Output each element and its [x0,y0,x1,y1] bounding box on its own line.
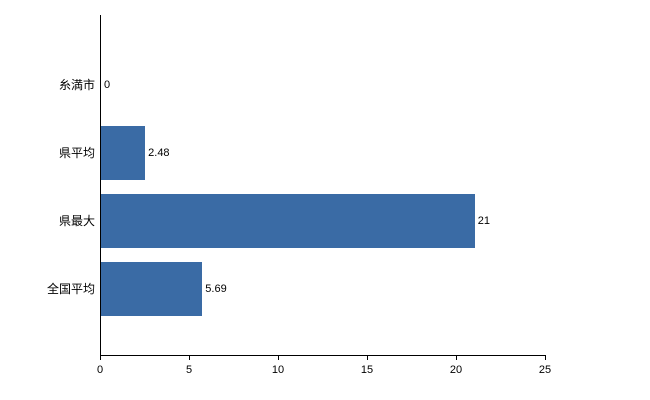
value-label-0: 0 [104,79,111,91]
category-label-2: 県最大 [58,214,95,228]
x-tick-label-0: 0 [96,364,104,376]
category-label-1: 県平均 [58,146,95,160]
value-label-1: 2.48 [148,147,170,159]
x-tick-label-5: 25 [538,364,552,376]
category-label-3: 全国平均 [46,282,95,296]
x-tick-mark-3 [367,356,368,360]
x-axis-line [100,355,546,356]
value-label-2: 21 [477,215,491,227]
bar-2 [101,194,475,248]
x-tick-mark-1 [189,356,190,360]
x-tick-label-2: 10 [271,364,285,376]
bar-3 [101,262,203,316]
bar-1 [101,126,146,180]
x-tick-label-1: 5 [185,364,193,376]
x-tick-mark-2 [278,356,279,360]
x-tick-label-3: 15 [360,364,374,376]
x-tick-mark-4 [456,356,457,360]
y-axis-line [100,15,101,356]
x-tick-label-4: 20 [449,364,463,376]
x-tick-mark-0 [100,356,101,360]
category-label-0: 糸満市 [58,78,95,92]
value-label-3: 5.69 [205,283,227,295]
x-tick-mark-5 [545,356,546,360]
